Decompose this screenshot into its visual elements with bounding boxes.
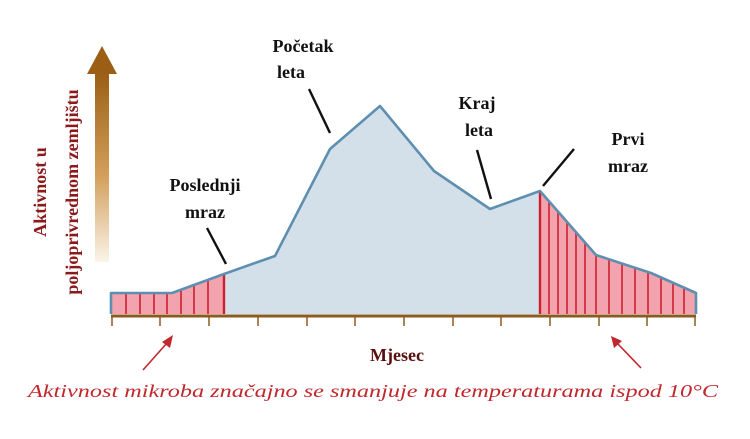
annotation-summer-end-line2: leta [465,120,493,140]
annotation-first-frost-line2: mraz [608,156,648,176]
annotation-last-frost-line1: Poslednji [169,175,240,195]
y-axis-label-line1: Aktivnost u [30,147,50,237]
annotation-summer-end-line1: Kraj [459,93,496,113]
activity-curve [109,104,698,314]
annotation-last-frost: Poslednji mraz [169,175,241,265]
annotation-first-frost: Prvi mraz [542,129,648,187]
activity-arrow [87,46,117,262]
arrow-left-frost [142,335,173,371]
annotation-first-frost-line1: Prvi [612,129,645,149]
x-axis [111,314,696,326]
annotation-summer-end: Kraj leta [459,93,496,200]
annotation-summer-start: Početak leta [273,36,334,134]
annotation-last-frost-line2: mraz [185,202,225,222]
arrow-right-frost [611,336,642,369]
footnote: Aktivnost mikroba značajno se smanjuje n… [27,381,719,401]
x-axis-label: Mjesec [370,345,424,365]
frost-region-right [538,191,696,314]
annotation-summer-start-line2: leta [277,62,305,82]
y-axis-label: Aktivnost u poljoprivrednom zemljištu [30,89,82,294]
annotation-summer-start-line1: Početak [273,36,334,56]
y-axis-label-line2: poljoprivrednom zemljištu [62,89,82,294]
